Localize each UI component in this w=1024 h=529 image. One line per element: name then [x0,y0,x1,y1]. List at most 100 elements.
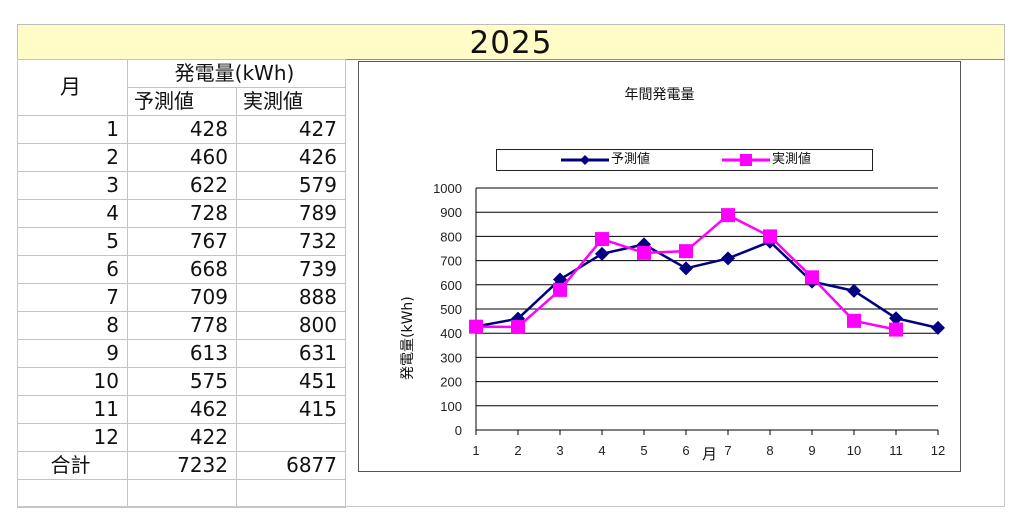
diamond-marker-icon [561,155,609,165]
cell-actual[interactable]: 732 [236,227,346,256]
data-point[interactable] [889,311,903,326]
annual-generation-chart[interactable]: 年間発電量 予測値 実測値 0 100 200 300 400 500 600 700 800 9… [358,61,961,472]
cell-month[interactable]: 7 [17,283,128,312]
cell-actual[interactable]: 415 [236,395,346,424]
header-month[interactable]: 月 [17,59,128,116]
x-tick-label: 3 [556,443,563,458]
legend-label-actual: 実測値 [772,152,812,167]
cell-month[interactable]: 2 [17,143,128,172]
y-tick-label: 800 [440,229,462,244]
data-point[interactable] [679,261,693,276]
cell-forecast[interactable]: 778 [127,311,237,340]
cell-forecast[interactable]: 460 [127,143,237,172]
y-tick-label: 100 [440,399,462,414]
cell-actual[interactable]: 427 [236,115,346,144]
data-point[interactable] [721,208,735,223]
cell-month[interactable]: 3 [17,171,128,200]
total-actual[interactable]: 6877 [236,451,346,480]
data-point[interactable] [595,232,609,247]
data-point[interactable] [511,319,525,334]
year-title-cell[interactable]: 2025 [17,24,1005,61]
data-point[interactable] [931,320,945,335]
y-tick-label: 200 [440,375,462,390]
data-point[interactable] [679,244,693,259]
header-forecast[interactable]: 予測値 [127,87,237,116]
cell-actual[interactable]: 789 [236,199,346,228]
empty-cell[interactable] [236,479,346,508]
cell-actual[interactable] [236,423,346,452]
cell-actual[interactable]: 631 [236,339,346,368]
data-point[interactable] [595,246,609,261]
table-row: 3 622 579 [17,171,346,200]
cell-forecast[interactable]: 462 [127,395,237,424]
table-row: 5 767 732 [17,227,346,256]
data-point[interactable] [553,272,567,287]
y-tick-label: 300 [440,350,462,365]
x-tick-label: 5 [640,443,647,458]
y-tick-label: 0 [455,423,462,438]
y-tick-label: 900 [440,205,462,220]
data-point[interactable] [805,270,819,285]
table-row: 9 613 631 [17,339,346,368]
square-marker-icon [722,154,770,166]
cell-month[interactable]: 12 [17,423,128,452]
header-actual[interactable]: 実測値 [236,87,346,116]
cell-forecast[interactable]: 428 [127,115,237,144]
cell-forecast[interactable]: 767 [127,227,237,256]
y-axis-label: 発電量(kWh) [400,296,416,380]
x-tick-label: 2 [514,443,521,458]
data-point[interactable] [889,322,903,337]
cell-forecast[interactable]: 422 [127,423,237,452]
empty-cell[interactable] [127,479,237,508]
data-point[interactable] [553,282,567,297]
y-tick-label: 400 [440,326,462,341]
cell-month[interactable]: 1 [17,115,128,144]
y-tick-label: 600 [440,278,462,293]
data-point[interactable] [847,313,861,328]
table-row: 10 575 451 [17,367,346,396]
x-tick-label: 8 [766,443,773,458]
cell-month[interactable]: 8 [17,311,128,340]
x-tick-label: 11 [889,443,903,458]
cell-forecast[interactable]: 709 [127,283,237,312]
total-label[interactable]: 合計 [17,451,128,480]
x-tick-label: 10 [847,443,861,458]
x-tick-label: 9 [808,443,815,458]
x-tick-label: 1 [472,443,479,458]
cell-forecast[interactable]: 622 [127,171,237,200]
cell-month[interactable]: 11 [17,395,128,424]
cell-forecast[interactable]: 728 [127,199,237,228]
table-row: 6 668 739 [17,255,346,284]
cell-actual[interactable]: 888 [236,283,346,312]
cell-forecast[interactable]: 613 [127,339,237,368]
cell-month[interactable]: 5 [17,227,128,256]
table-row: 4 728 789 [17,199,346,228]
data-point[interactable] [763,229,777,244]
spreadsheet-area [17,24,1005,507]
table-row: 7 709 888 [17,283,346,312]
chart-title: 年間発電量 [624,87,695,103]
cell-forecast[interactable]: 575 [127,367,237,396]
cell-month[interactable]: 4 [17,199,128,228]
empty-cell[interactable] [17,479,128,508]
cell-month[interactable]: 6 [17,255,128,284]
cell-actual[interactable]: 451 [236,367,346,396]
cell-actual[interactable]: 579 [236,171,346,200]
table-row: 11 462 415 [17,395,346,424]
generation-table: 月 発電量(kWh) 予測値 実測値 1 428 427 2 460 426 3 622 579… [17,59,346,508]
cell-actual[interactable]: 739 [236,255,346,284]
header-generation[interactable]: 発電量(kWh) [127,59,346,88]
cell-month[interactable]: 9 [17,339,128,368]
table-row: 1 428 427 [17,115,346,144]
empty-row [17,479,346,508]
data-point[interactable] [721,251,735,266]
cell-actual[interactable]: 800 [236,311,346,340]
data-point[interactable] [469,319,483,334]
total-forecast[interactable]: 7232 [127,451,237,480]
cell-forecast[interactable]: 668 [127,255,237,284]
cell-month[interactable]: 10 [17,367,128,396]
data-point[interactable] [637,245,651,260]
cell-actual[interactable]: 426 [236,143,346,172]
data-point[interactable] [847,283,861,298]
